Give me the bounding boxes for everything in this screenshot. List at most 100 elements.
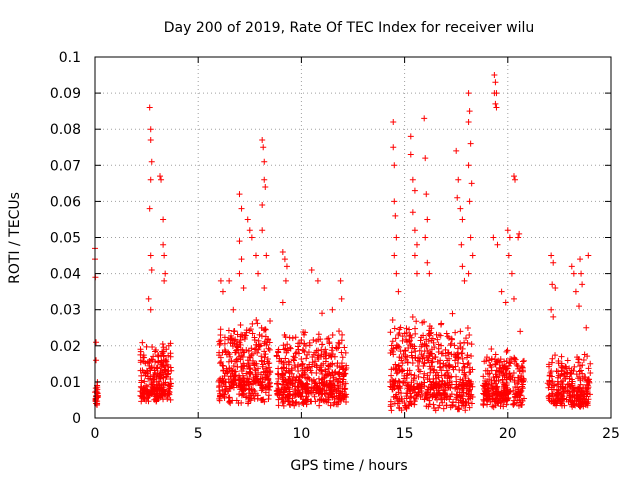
data-point [316,402,323,409]
data-point [403,336,410,343]
data-point [242,394,249,401]
data-point [246,386,253,393]
data-point [238,205,245,212]
data-point [283,263,290,270]
data-point [244,216,251,223]
data-point [439,399,446,406]
data-point [411,372,418,379]
data-point [285,384,292,391]
data-point [482,367,489,374]
data-point [549,378,556,385]
data-point [500,403,507,410]
data-point [428,346,435,353]
data-point [405,345,412,352]
data-point [217,360,224,367]
data-point [413,318,420,325]
data-point [275,402,282,409]
data-point [578,391,585,398]
data-point [449,402,456,409]
data-point [436,402,443,409]
data-point [319,341,326,348]
data-point [416,347,423,354]
data-point [550,313,557,320]
data-point [427,384,434,391]
data-point [148,381,155,388]
data-point [261,176,268,183]
data-point [449,310,456,317]
data-point [148,158,155,165]
data-point [408,371,415,378]
data-point [326,340,333,347]
data-point [311,380,318,387]
data-point [299,365,306,372]
data-point [519,358,526,365]
data-point [396,383,403,390]
data-point [158,363,165,370]
data-point [220,363,227,370]
data-point [391,325,398,332]
data-point [230,306,237,313]
data-point [159,369,166,376]
data-point [247,369,254,376]
x-tick-label: 25 [602,426,620,442]
data-point [447,393,454,400]
data-point [167,364,174,371]
data-point [251,362,258,369]
data-point [290,390,297,397]
data-point [499,370,506,377]
data-point [409,360,416,367]
data-point [245,347,252,354]
data-point [308,384,315,391]
data-point [488,345,495,352]
data-point [493,377,500,384]
data-point [283,349,290,356]
data-point [261,158,268,165]
data-point [503,348,510,355]
data-point [331,369,338,376]
data-point [239,332,246,339]
data-point [415,373,422,380]
data-point [262,326,269,333]
data-point [430,367,437,374]
data-point [585,365,592,372]
data-point [506,370,513,377]
data-point [504,365,511,372]
data-point [572,288,579,295]
data-point [442,371,449,378]
data-point [546,363,553,370]
data-point [255,270,262,277]
data-point [436,378,443,385]
data-point [430,379,437,386]
data-point [454,194,461,201]
data-point [298,384,305,391]
data-point [261,369,268,376]
data-point [401,347,408,354]
data-point [266,379,273,386]
data-point [257,342,264,349]
data-point [338,337,345,344]
data-point [548,390,555,397]
data-point [567,369,574,376]
data-point [164,395,171,402]
data-point [445,373,452,380]
data-point [504,386,511,393]
data-point [561,370,568,377]
data-point [466,198,473,205]
data-point [291,354,298,361]
data-point [244,357,251,364]
data-point [413,241,420,248]
data-point [406,338,413,345]
data-point [286,359,293,366]
data-point [429,358,436,365]
data-point [147,137,154,144]
data-point [398,390,405,397]
data-point [144,388,151,395]
data-point [280,391,287,398]
data-point [341,344,348,351]
data-point [545,384,552,391]
data-point [397,348,404,355]
data-point [553,386,560,393]
data-point [517,389,524,396]
data-point [266,380,273,387]
data-point [165,370,172,377]
